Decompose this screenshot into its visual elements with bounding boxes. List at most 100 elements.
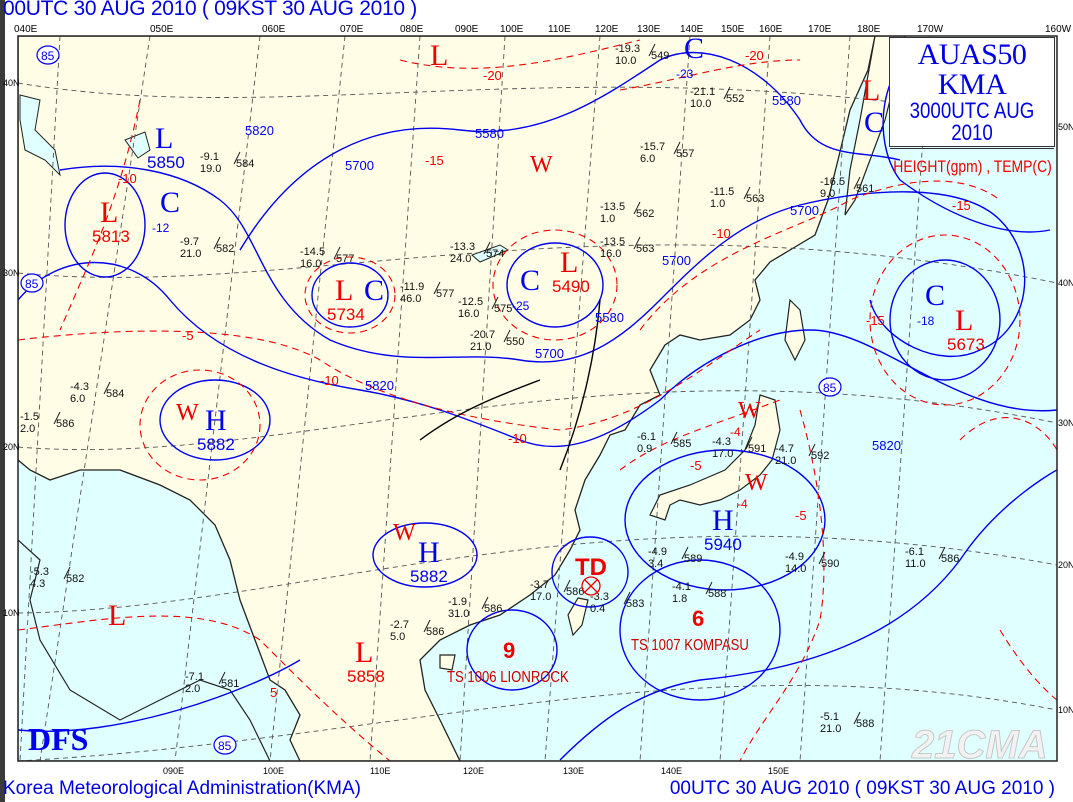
station-plot: -20.721.0 550 xyxy=(470,329,524,353)
height-contour xyxy=(624,449,826,591)
station-height: 549 xyxy=(651,50,669,62)
station-plot: -16.59.0 561 xyxy=(820,176,874,200)
station-plot: -19.310.0 549 xyxy=(615,43,669,67)
axis-ticks: 040E 050E 060E 070E 080E 090E 100E 110E 120E 130E… xyxy=(3,24,1073,776)
land-taiwan xyxy=(567,597,589,637)
station-plot: -11.946.0 577 xyxy=(400,281,454,305)
station-plots: -4.93.4 589-4.11.8 588-3.30.4 583-3.717.0 58… xyxy=(20,43,959,735)
lionrock-symbol-icon: 9 xyxy=(503,638,515,663)
station-temp: -4.1 xyxy=(672,581,691,593)
temp-contour xyxy=(304,256,396,334)
product-id: AUAS50 KMA xyxy=(917,38,1027,101)
station-height: 561 xyxy=(856,183,874,195)
height-contour xyxy=(18,469,1057,761)
station-height: 589 xyxy=(684,553,702,565)
wind-barb-icon xyxy=(563,579,571,593)
station-height: 590 xyxy=(821,558,839,570)
station-temp: -6.1 xyxy=(637,431,656,443)
legend-box: AUAS50 KMA 3000UTC AUG 2010 HEIGHT(gpm) … xyxy=(889,37,1055,176)
contour-label: 5700 xyxy=(535,346,564,361)
wind-barb-icon xyxy=(483,241,491,255)
station-height: 592 xyxy=(811,450,829,462)
left-axis-label: 40N xyxy=(3,78,20,88)
station-plot: -12.516.0 575 xyxy=(458,296,512,320)
dfs-logo: DFS xyxy=(28,721,88,757)
height-contour xyxy=(372,522,478,588)
top-axis-label: 090E xyxy=(455,24,479,35)
station-height: 563 xyxy=(746,193,764,205)
station-height: 577 xyxy=(436,288,454,300)
bottom-axis-label: 100E xyxy=(263,766,284,776)
bottom-axis-label: 130E xyxy=(563,766,584,776)
height-contour xyxy=(311,262,389,328)
wind-barb-icon xyxy=(743,186,751,200)
station-plot: -1.52.0 586 xyxy=(20,411,74,435)
station-height: 586 xyxy=(56,418,74,430)
right-axis-label: 30N xyxy=(1058,418,1073,428)
center-value: 5882 xyxy=(410,567,448,586)
center-value: -12 xyxy=(152,221,170,235)
top-axis-label: 080E xyxy=(400,24,424,35)
top-axis-label: 050E xyxy=(150,24,174,35)
center-h-icon: H xyxy=(205,404,227,437)
station-temp: -4.3 xyxy=(70,381,89,393)
contour-labels: 5580 5700 5820 5700 5820 5820 5700 5580 5580 5700… xyxy=(20,45,971,755)
contour-label: 85 xyxy=(823,381,837,395)
wind-barb-icon xyxy=(670,431,678,445)
temp-contour xyxy=(18,615,391,761)
station-dewpoint: 2.0 xyxy=(20,423,35,435)
top-axis-label: 150E xyxy=(721,24,745,35)
graticule xyxy=(18,36,1057,761)
center-value: 5882 xyxy=(197,435,235,454)
station-height: 586 xyxy=(941,553,959,565)
top-axis-label: 130E xyxy=(637,24,661,35)
temp-contour xyxy=(959,417,1057,701)
top-axis-label: 170W xyxy=(917,24,944,35)
station-plot: -21.110.0 552 xyxy=(690,86,744,110)
wind-barb-icon xyxy=(233,151,241,165)
top-axis-label: 120E xyxy=(595,24,619,35)
wind-barb-icon xyxy=(333,246,341,260)
center-l-icon: L xyxy=(155,122,173,155)
wind-barb-icon xyxy=(503,329,511,343)
station-dewpoint: 4.3 xyxy=(30,578,45,590)
center-value: 5490 xyxy=(552,277,590,296)
station-temp: -4.9 xyxy=(648,546,667,558)
station-dewpoint: 1.0 xyxy=(710,198,725,210)
temp-contour xyxy=(399,39,801,91)
fields-label: HEIGHT(gpm) , TEMP(C) xyxy=(893,157,1052,176)
center-w-icon: W xyxy=(176,400,199,426)
wind-barb-icon xyxy=(853,711,861,725)
center-c-icon: C xyxy=(864,106,884,139)
contour-label: 5580 xyxy=(595,310,624,325)
station-plot: -5.121.0 588 xyxy=(820,711,874,735)
contour-label-circle xyxy=(36,45,60,65)
kompasu-label: TS 1007 KOMPASU xyxy=(631,637,749,654)
station-height: 563 xyxy=(636,243,654,255)
td-cross-icon xyxy=(584,579,598,593)
contour-label: -15 xyxy=(425,153,444,168)
station-dewpoint: 16.0 xyxy=(300,258,321,270)
left-axis-label: 10N xyxy=(3,608,20,618)
height-contour xyxy=(889,259,1001,381)
station-temp: -13.5 xyxy=(600,201,625,213)
station-temp: -4.7 xyxy=(775,443,794,455)
station-plot: -11.51.0 563 xyxy=(710,186,764,210)
station-temp: -1.5 xyxy=(20,411,39,423)
contour-label: 5700 xyxy=(662,253,691,268)
station-height: 584 xyxy=(106,388,124,400)
station-dewpoint: 10.0 xyxy=(615,55,636,67)
center-value: -4 xyxy=(737,497,748,511)
contour-label-circle xyxy=(213,735,237,755)
station-plot: -4.11.8 588 xyxy=(672,581,726,605)
land-asia xyxy=(18,36,876,761)
center-l-icon: L xyxy=(108,599,126,632)
center-l-icon: L xyxy=(355,636,373,669)
top-axis-label: 160W xyxy=(1045,24,1072,35)
contour-label: -20 xyxy=(745,48,764,63)
station-temp: -19.3 xyxy=(615,43,640,55)
temp-contour xyxy=(18,329,761,431)
center-value: 5850 xyxy=(147,153,185,172)
station-plot: -4.721.0 592 xyxy=(775,443,829,467)
station-plot: -9.119.0 584 xyxy=(200,151,254,175)
